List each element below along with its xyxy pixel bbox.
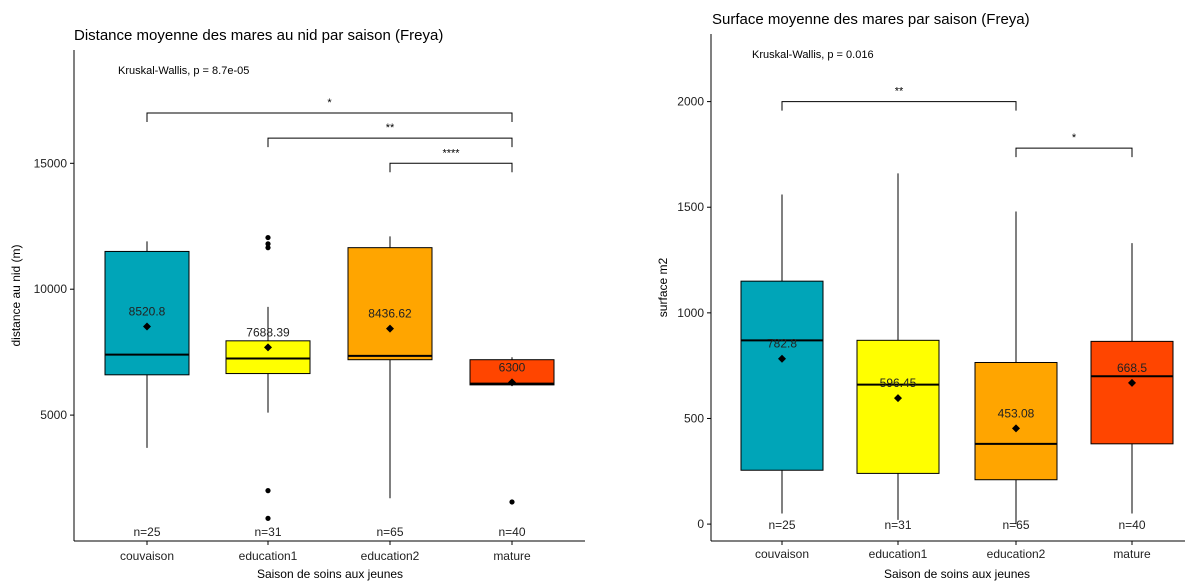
x-tick-label: education2 [987,547,1046,561]
mean-label: 453.08 [998,406,1035,420]
mean-marker [894,394,902,403]
significance-bracket: * [1015,132,1133,158]
significance-bracket: ** [267,122,513,148]
x-tick-label: education1 [869,547,928,561]
y-tick-label: 0 [697,517,704,531]
x-tick-label: mature [1113,547,1151,561]
chart-title: Distance moyenne des mares au nid par sa… [74,27,443,44]
box-couvaison: 782.8 n=25 [740,194,824,532]
mean-label: 8520.8 [129,304,166,318]
mean-marker [1012,424,1020,433]
significance-label: * [327,97,332,109]
n-label: n=65 [376,525,403,539]
x-axis-title: Saison de soins aux jeunes [257,567,403,581]
bracket-line [781,101,1017,111]
box-education1: 7688.39 n=31 [225,234,311,539]
outlier-point [265,515,271,521]
box-iqr [347,247,433,361]
y-tick-label: 1000 [677,306,704,320]
x-axis-title: Saison de soins aux jeunes [884,567,1030,581]
n-label: n=25 [133,525,160,539]
y-tick-label: 10000 [34,282,68,296]
mean-label: 782.8 [767,337,797,351]
box-couvaison: 8520.8 n=25 [104,241,190,539]
x-tick-label: mature [493,549,531,563]
chart-panel-2: Surface moyenne des mares par saison (Fr… [656,11,1185,581]
x-tick-label: couvaison [120,549,174,563]
x-tick-label: couvaison [755,547,809,561]
n-label: n=40 [498,525,525,539]
y-axis-title: distance au nid (m) [9,244,23,346]
outlier-point [265,245,271,251]
outlier-point [265,241,271,247]
bracket-line [146,112,513,122]
y-tick-label: 1500 [677,200,704,214]
chart-title: Surface moyenne des mares par saison (Fr… [712,11,1030,28]
significance-label: ** [895,86,904,98]
mean-marker [1128,378,1136,387]
mean-marker [386,324,394,333]
mean-marker [143,322,151,331]
significance-label: **** [442,147,460,159]
y-axis-title: surface m2 [656,257,670,317]
mean-label: 6300 [499,360,526,374]
significance-bracket: ** [781,86,1017,111]
y-tick-label: 2000 [677,95,704,109]
bracket-line [1015,147,1133,158]
mean-marker [508,378,516,387]
mean-label: 7688.39 [246,325,290,339]
n-label: n=25 [768,518,795,532]
outlier-point [509,499,515,505]
y-tick-label: 5000 [40,408,67,422]
kruskal-wallis-label: Kruskal-Wallis, p = 0.016 [752,49,874,61]
box-mature: 6300 n=40 [469,357,555,539]
n-label: n=65 [1002,518,1029,532]
kruskal-wallis-label: Kruskal-Wallis, p = 8.7e-05 [118,65,249,77]
box-iqr [1090,340,1174,445]
significance-bracket: * [146,97,513,122]
mean-label: 8436.62 [368,307,412,321]
bracket-line [267,137,513,148]
box-mature: 668.5 n=40 [1090,243,1174,532]
box-education2: 453.08 n=65 [974,211,1058,532]
significance-label: * [1072,132,1077,144]
box-iqr [856,339,940,474]
significance-label: ** [386,122,395,134]
y-tick-label: 15000 [34,156,68,170]
box-education1: 596.45 n=31 [856,173,940,532]
y-tick-label: 500 [684,411,704,425]
outlier-point [265,488,271,494]
n-label: n=31 [884,518,911,532]
n-label: n=31 [254,525,281,539]
mean-marker [264,343,272,352]
x-tick-label: education1 [239,549,298,563]
box-education2: 8436.62 n=65 [347,236,433,539]
significance-bracket: **** [389,147,513,173]
n-label: n=40 [1118,518,1145,532]
mean-marker [778,354,786,363]
mean-label: 668.5 [1117,361,1147,375]
outlier-point [265,234,271,241]
box-iqr [974,361,1058,481]
chart-panel-1: Distance moyenne des mares au nid par sa… [9,27,585,581]
mean-label: 596.45 [880,376,917,390]
box-iqr [740,280,824,471]
x-tick-label: education2 [361,549,420,563]
bracket-line [389,162,513,173]
